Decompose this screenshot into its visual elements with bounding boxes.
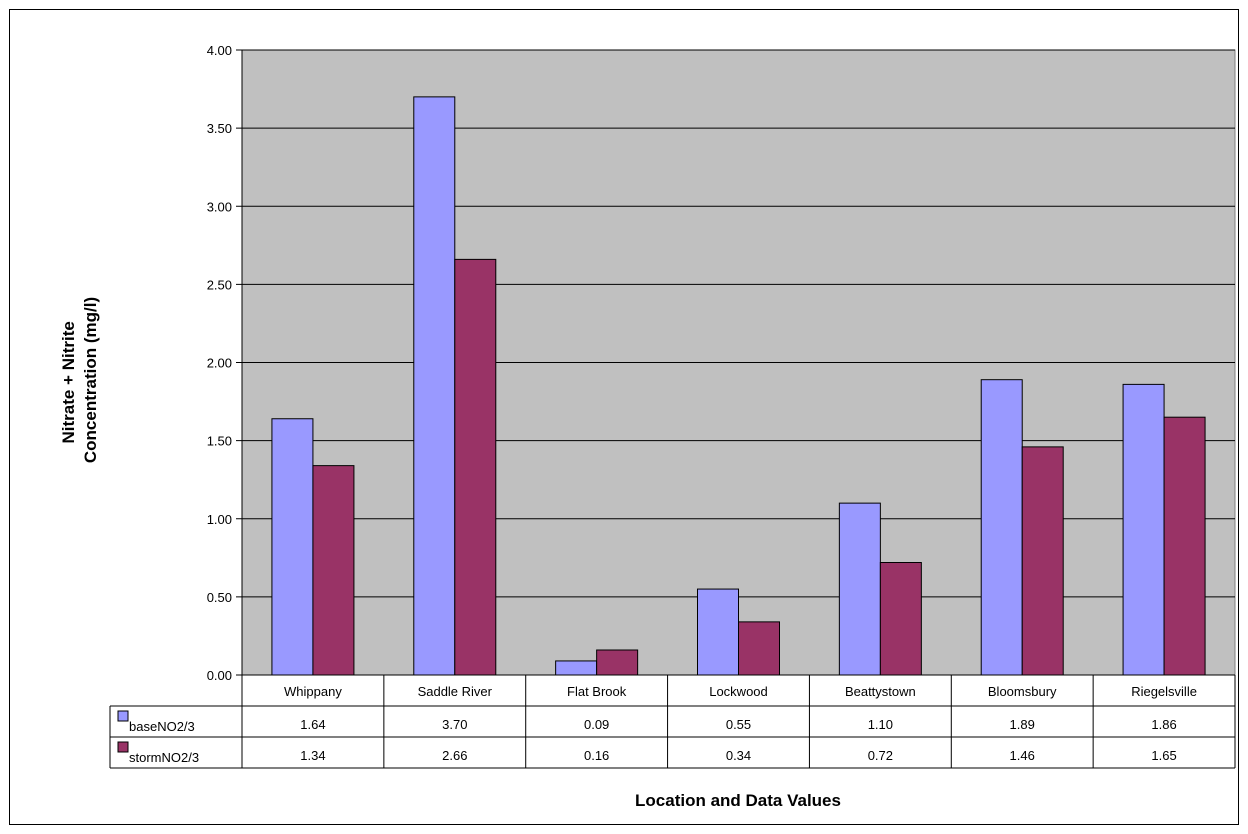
category-label: Lockwood [709, 684, 768, 699]
bar-storm [738, 621, 780, 676]
bar-base [980, 379, 1023, 676]
y-axis-title-line1: Nitrate + Nitrite [59, 321, 78, 443]
y-tick-label: 0.00 [207, 668, 232, 683]
y-axis-title-line2: Concentration (mg/l) [81, 297, 100, 463]
table-value: 1.86 [1151, 717, 1176, 732]
y-axis-title: Nitrate + Nitrite Concentration (mg/l) [59, 297, 100, 463]
table-value: 0.09 [584, 717, 609, 732]
category-label: Beattystown [845, 684, 916, 699]
y-tick-label: 2.50 [207, 277, 232, 292]
table-value: 2.66 [442, 748, 467, 763]
table-value: 0.55 [726, 717, 751, 732]
legend-swatch [117, 710, 129, 722]
bar-storm [596, 649, 639, 676]
bar-base [413, 96, 456, 676]
y-tick-label: 1.50 [207, 434, 232, 449]
bar-storm [454, 258, 497, 676]
bar-storm [1163, 416, 1206, 676]
data-table: Whippany Saddle River Flat Brook Lockwood Be… [109, 674, 1236, 769]
category-label: Bloomsbury [988, 684, 1057, 699]
bar-base [1122, 383, 1165, 676]
category-label: Flat Brook [567, 684, 627, 699]
table-value: 3.70 [442, 717, 467, 732]
bar-storm [879, 562, 922, 676]
category-label: Whippany [284, 684, 342, 699]
y-tick-label: 3.50 [207, 121, 232, 136]
bars [271, 96, 1206, 676]
table-value: 1.64 [300, 717, 325, 732]
bar-base [271, 418, 314, 676]
legend-swatch [117, 741, 129, 753]
y-tick-label: 2.00 [207, 356, 232, 371]
category-label: Saddle River [418, 684, 493, 699]
y-axis-ticks: 0.00 0.50 1.00 1.50 2.00 2.50 3.00 3.50 4.00 [207, 43, 243, 683]
table-value: 1.65 [1151, 748, 1176, 763]
bar-base [555, 660, 598, 676]
bar-base [697, 588, 739, 676]
table-value: 0.16 [584, 748, 609, 763]
bar-storm [1021, 446, 1064, 676]
y-tick-label: 0.50 [207, 590, 232, 605]
table-value: 1.89 [1010, 717, 1035, 732]
y-tick-label: 1.00 [207, 512, 232, 527]
gridlines [242, 49, 1235, 598]
x-axis-title: Location and Data Values [635, 791, 841, 810]
table-value: 1.34 [300, 748, 325, 763]
y-tick-label: 3.00 [207, 199, 232, 214]
table-value: 0.72 [868, 748, 893, 763]
table-value: 1.10 [868, 717, 893, 732]
bar-base [838, 502, 881, 676]
table-value: 1.46 [1010, 748, 1035, 763]
table-value: 0.34 [726, 748, 751, 763]
legend-label: stormNO2/3 [129, 750, 199, 765]
category-label: Riegelsville [1131, 684, 1197, 699]
bar-storm [312, 465, 355, 676]
legend-label: baseNO2/3 [129, 719, 195, 734]
y-tick-label: 4.00 [207, 43, 232, 58]
